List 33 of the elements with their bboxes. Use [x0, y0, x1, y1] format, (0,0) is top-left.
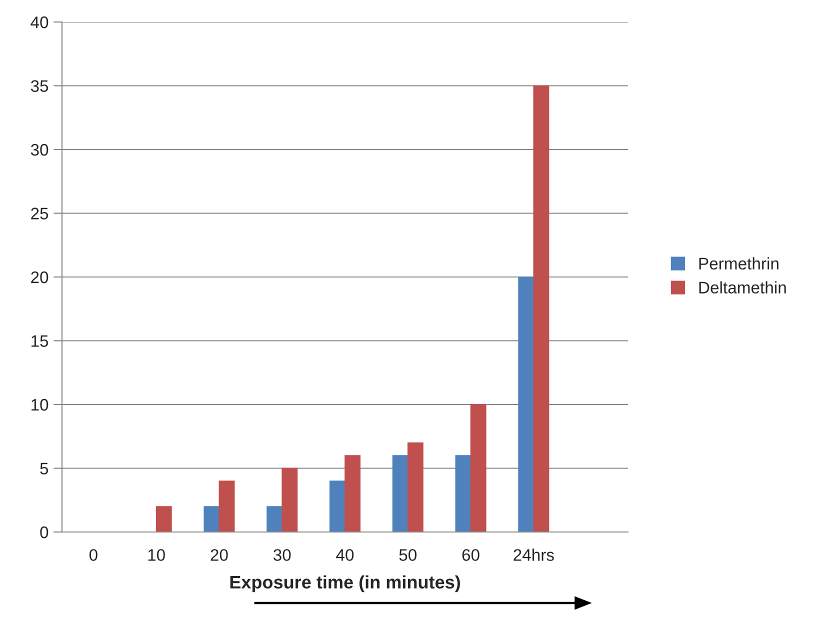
x-tick-label: 30	[273, 549, 291, 561]
x-tick-label: 24hrs	[514, 548, 554, 561]
x-tick-label: 50	[399, 549, 417, 561]
y-tick-label: 25	[31, 208, 48, 220]
y-tick-label: 30	[30, 144, 48, 156]
x-tick-label: 10	[148, 549, 165, 561]
x-axis-title: Exposure time (in minutes)	[230, 575, 460, 592]
x-tick-label: 40	[336, 549, 354, 561]
bar	[282, 468, 298, 532]
x-tick-label: 0	[89, 549, 98, 561]
bar	[470, 404, 486, 532]
bar	[218, 480, 235, 532]
bar	[392, 455, 408, 532]
y-tick-label: 20	[31, 271, 48, 284]
x-tick-label: 60	[462, 549, 480, 561]
x-tick-label: 20	[210, 549, 228, 561]
bar	[407, 442, 424, 532]
bar	[344, 455, 361, 532]
bar	[329, 480, 346, 532]
bar	[156, 506, 172, 532]
y-tick-label: 5	[40, 462, 48, 474]
bar	[518, 276, 534, 532]
y-tick-label: 40	[30, 16, 48, 28]
y-tick-label: 10	[32, 398, 48, 411]
y-tick-label: 0	[40, 526, 48, 538]
legend-label: Permethrin	[699, 257, 778, 270]
bar	[533, 85, 550, 532]
y-tick-label: 35	[30, 80, 48, 92]
y-tick-label: 15	[32, 335, 48, 347]
bar	[204, 506, 220, 532]
bar	[455, 455, 472, 532]
bar	[266, 506, 283, 532]
legend-label: Deltamethin	[699, 281, 786, 294]
